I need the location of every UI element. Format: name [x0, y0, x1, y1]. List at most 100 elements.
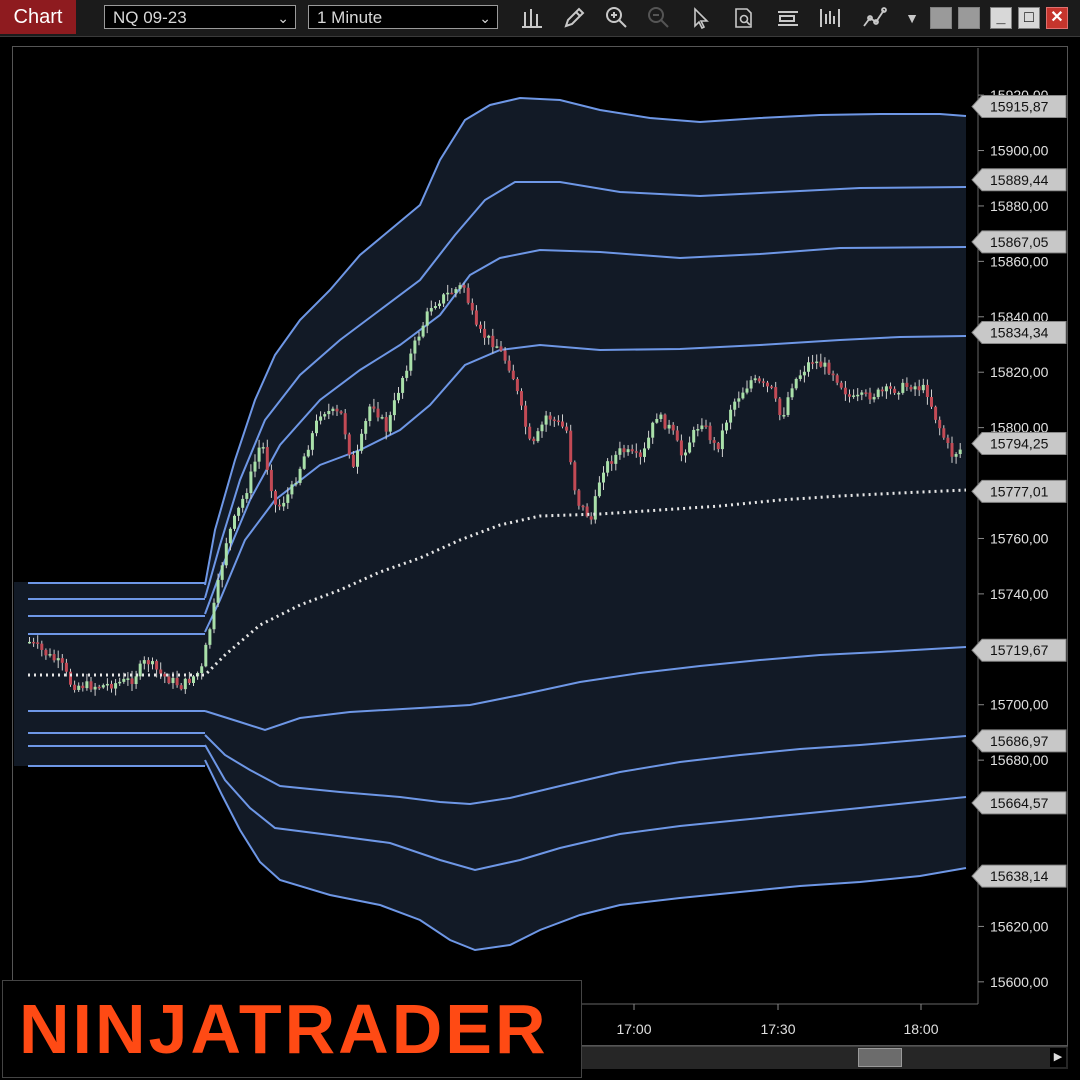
candle [552, 416, 556, 427]
zoom-out-icon[interactable] [644, 4, 672, 32]
maximize-button[interactable]: □ [1018, 7, 1040, 29]
candle [118, 677, 122, 686]
scrollbar-thumb[interactable] [858, 1048, 902, 1067]
candle [528, 423, 532, 441]
candle [167, 673, 171, 685]
time-axis: 17:00 17:30 18:00 [616, 1004, 939, 1037]
candle [864, 389, 868, 397]
candle [880, 386, 884, 397]
candle [946, 434, 950, 449]
candle [741, 387, 745, 400]
candle [819, 353, 823, 368]
pencil-icon[interactable] [560, 4, 588, 32]
candle [487, 334, 491, 345]
candle [323, 411, 327, 420]
candle [704, 419, 708, 429]
candle [397, 386, 400, 404]
band-line [204, 646, 967, 732]
candle [835, 373, 839, 386]
time-tick-label: 17:00 [616, 1021, 651, 1037]
candle [339, 410, 343, 415]
candle [274, 489, 277, 513]
layout-button-2[interactable] [958, 7, 980, 29]
more-icon[interactable]: ▼ [905, 10, 919, 26]
vwap-bands [14, 96, 967, 952]
bar-type-icon[interactable] [518, 4, 546, 32]
close-button[interactable]: ✕ [1046, 7, 1068, 29]
price-tick-label: 15900,00 [990, 143, 1049, 159]
candle [696, 423, 700, 437]
time-tick-label: 18:00 [903, 1021, 938, 1037]
candle [228, 527, 232, 551]
candle [179, 683, 183, 691]
layout-button-1[interactable] [930, 7, 952, 29]
strategy-icon[interactable] [816, 4, 844, 32]
horizontal-scrollbar[interactable]: ▶ [582, 1046, 1068, 1069]
candle [269, 464, 273, 498]
candle [220, 561, 224, 588]
candle [622, 444, 626, 458]
price-tick-label: 15680,00 [990, 752, 1049, 768]
candle [757, 376, 761, 384]
candle [725, 420, 728, 434]
candle [634, 443, 638, 458]
candle [351, 451, 355, 468]
candle [331, 406, 335, 416]
candle [462, 282, 466, 293]
candle [507, 355, 511, 373]
band-line [204, 181, 967, 599]
candle [651, 421, 655, 444]
candle [515, 377, 519, 395]
candle [265, 439, 269, 475]
properties-icon[interactable] [774, 4, 802, 32]
price-axis: 15600,00 15620,00 15680,00 15700,00 15740,00… [978, 87, 1049, 990]
candle [708, 422, 712, 444]
indicator-icon[interactable] [860, 4, 888, 32]
candle [770, 384, 774, 390]
pointer-icon[interactable] [686, 4, 714, 32]
candle [376, 402, 380, 422]
price-tag-label: 15638,14 [990, 868, 1049, 884]
candle [729, 404, 733, 430]
candle [536, 427, 540, 443]
candle [921, 378, 925, 394]
candle [175, 670, 179, 688]
candle [823, 357, 827, 375]
candle [224, 537, 228, 569]
candle [688, 436, 692, 454]
candle [581, 504, 585, 511]
candle [852, 389, 856, 399]
candle [438, 300, 441, 309]
tab-chart[interactable]: Chart [0, 0, 76, 34]
candle [405, 365, 409, 382]
candle [73, 680, 77, 693]
candle [470, 298, 474, 315]
candle [663, 413, 667, 430]
candle [602, 466, 605, 491]
price-tick-label: 15840,00 [990, 309, 1049, 325]
data-box-icon[interactable] [730, 4, 758, 32]
candle [56, 650, 60, 669]
candle [433, 301, 437, 310]
candle [520, 388, 523, 411]
ninjatrader-logo: NINJATRADER [2, 980, 582, 1078]
price-tick-label: 15760,00 [990, 530, 1049, 546]
price-tag-last: 15794,25 [971, 432, 1067, 456]
instrument-selector[interactable]: NQ 09-23 ⌄ [104, 5, 296, 29]
minimize-button[interactable]: _ [990, 7, 1012, 29]
candle [544, 410, 548, 432]
candle [573, 460, 577, 495]
candle [446, 284, 450, 302]
candle [249, 464, 253, 499]
candle [122, 672, 126, 684]
interval-selector[interactable]: 1 Minute ⌄ [308, 5, 498, 29]
scroll-right-arrow-icon[interactable]: ▶ [1050, 1048, 1066, 1067]
zoom-in-icon[interactable] [602, 4, 630, 32]
candle [335, 404, 339, 416]
candle [343, 409, 347, 440]
candle [97, 684, 101, 691]
candle [925, 379, 929, 405]
candle [48, 648, 52, 658]
candle [774, 381, 778, 402]
